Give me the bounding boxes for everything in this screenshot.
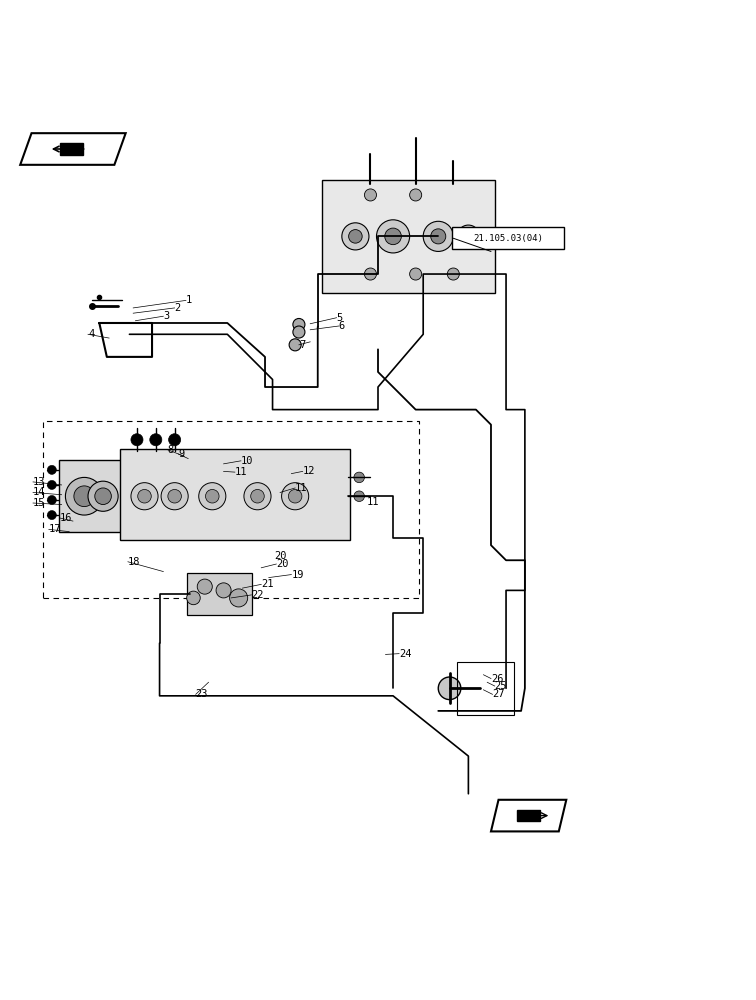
Circle shape (293, 326, 305, 338)
Circle shape (199, 483, 226, 510)
Circle shape (48, 480, 57, 489)
Circle shape (251, 489, 265, 503)
Text: 10: 10 (241, 456, 253, 466)
Text: 18: 18 (128, 557, 141, 567)
FancyBboxPatch shape (452, 227, 564, 249)
Circle shape (216, 583, 231, 598)
Circle shape (288, 489, 302, 503)
Circle shape (410, 268, 422, 280)
FancyBboxPatch shape (60, 143, 82, 155)
Text: 19: 19 (291, 570, 304, 580)
Circle shape (376, 220, 410, 253)
Circle shape (448, 268, 460, 280)
Text: 6: 6 (339, 321, 345, 331)
Text: 8: 8 (167, 445, 173, 455)
Circle shape (364, 268, 376, 280)
Circle shape (94, 488, 111, 505)
Circle shape (206, 489, 219, 503)
Text: 14: 14 (33, 487, 45, 497)
Circle shape (410, 189, 422, 201)
Text: 11: 11 (367, 497, 380, 507)
Text: 9: 9 (178, 449, 184, 459)
Circle shape (138, 489, 151, 503)
Circle shape (48, 465, 57, 474)
Text: 21: 21 (262, 579, 274, 589)
Text: 24: 24 (399, 649, 411, 659)
Text: 23: 23 (196, 689, 208, 699)
Circle shape (131, 434, 143, 446)
Text: 5: 5 (336, 313, 342, 323)
Circle shape (230, 589, 248, 607)
FancyBboxPatch shape (321, 180, 494, 293)
Text: 11: 11 (295, 483, 308, 493)
Circle shape (150, 434, 162, 446)
Circle shape (281, 483, 308, 510)
Circle shape (66, 477, 103, 515)
Circle shape (349, 230, 362, 243)
Text: 21.105.03(04): 21.105.03(04) (473, 234, 543, 243)
FancyBboxPatch shape (119, 449, 350, 540)
Text: 11: 11 (235, 467, 247, 477)
Circle shape (423, 221, 454, 251)
Circle shape (187, 591, 200, 605)
Circle shape (438, 677, 461, 700)
Circle shape (161, 483, 188, 510)
Circle shape (457, 225, 480, 248)
Text: 15: 15 (33, 498, 45, 508)
Text: 20: 20 (274, 551, 287, 561)
Circle shape (354, 491, 364, 502)
Circle shape (463, 231, 474, 242)
Circle shape (244, 483, 271, 510)
Circle shape (48, 495, 57, 505)
Text: 17: 17 (49, 524, 61, 534)
Text: 7: 7 (299, 340, 305, 350)
Circle shape (342, 223, 369, 250)
Circle shape (168, 489, 181, 503)
Circle shape (289, 339, 301, 351)
Circle shape (74, 486, 94, 507)
Text: 3: 3 (163, 311, 169, 321)
FancyBboxPatch shape (60, 460, 128, 532)
FancyBboxPatch shape (187, 573, 253, 615)
FancyBboxPatch shape (517, 810, 540, 821)
Text: 13: 13 (33, 477, 45, 487)
Circle shape (354, 472, 364, 483)
Circle shape (169, 434, 181, 446)
Text: 12: 12 (302, 466, 315, 476)
Text: 2: 2 (175, 303, 181, 313)
Circle shape (197, 579, 212, 594)
Text: 16: 16 (60, 513, 73, 523)
Circle shape (364, 189, 376, 201)
Circle shape (385, 228, 401, 245)
Text: 22: 22 (252, 590, 264, 600)
Circle shape (88, 481, 118, 511)
Circle shape (131, 483, 158, 510)
Circle shape (48, 511, 57, 520)
Text: 1: 1 (186, 295, 192, 305)
Text: 4: 4 (88, 329, 94, 339)
Circle shape (431, 229, 446, 244)
Text: 25: 25 (494, 681, 507, 691)
Text: 20: 20 (276, 559, 289, 569)
Text: 26: 26 (491, 674, 503, 684)
Circle shape (293, 318, 305, 331)
Text: 27: 27 (492, 689, 505, 699)
